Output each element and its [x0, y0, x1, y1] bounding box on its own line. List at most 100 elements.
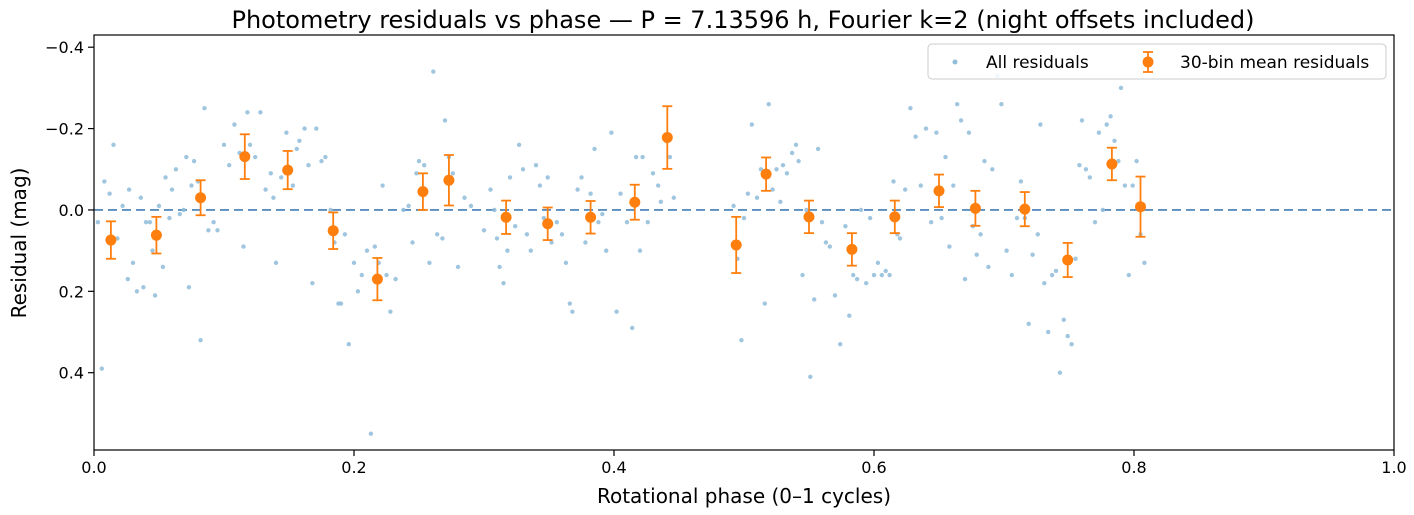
residual-point-7 — [125, 276, 130, 282]
residual-point-91 — [462, 195, 467, 200]
legend-label-all-residuals: All residuals — [986, 53, 1089, 73]
residual-point-123 — [604, 248, 609, 253]
residual-point-84 — [431, 69, 436, 74]
legend-label-bins: 30-bin mean residuals — [1180, 53, 1369, 73]
residual-point-43 — [258, 110, 263, 115]
bin-marker-1 — [150, 229, 162, 241]
residual-point-1 — [99, 366, 105, 371]
residual-point-101 — [513, 224, 518, 229]
residual-point-12 — [141, 285, 146, 290]
bin-marker-18 — [889, 211, 901, 223]
residual-point-124 — [609, 130, 614, 135]
y-axis: −0.4 −0.2 0.0 0.2 0.4 — [45, 38, 94, 383]
x-axis: 0.0 0.2 0.4 0.6 0.8 1.0 — [81, 450, 1407, 477]
bin-marker-3 — [239, 151, 251, 163]
residual-point-79 — [410, 240, 415, 245]
bin-marker-20 — [969, 202, 981, 214]
residual-point-65 — [346, 342, 351, 347]
y-tick-label-1: −0.2 — [45, 120, 84, 139]
residual-point-2 — [102, 179, 107, 184]
residual-point-75 — [388, 309, 393, 314]
residual-point-112 — [559, 232, 565, 237]
residual-point-119 — [588, 191, 593, 196]
residual-point-51 — [290, 183, 296, 188]
residual-point-215 — [1046, 329, 1051, 335]
residual-point-59 — [323, 154, 328, 160]
x-tick-label-5: 1.0 — [1381, 458, 1406, 477]
residual-point-192 — [951, 183, 956, 188]
residual-point-39 — [241, 244, 246, 249]
residual-point-92 — [468, 203, 474, 209]
residual-point-157 — [800, 272, 805, 278]
residual-point-48 — [279, 175, 284, 180]
legend-frame — [927, 43, 1387, 80]
residual-point-120 — [592, 146, 597, 152]
bin-marker-16 — [803, 211, 815, 223]
residual-point-228 — [1096, 130, 1102, 135]
plot-frame — [93, 34, 1395, 451]
residual-point-162 — [819, 219, 825, 225]
residual-point-36 — [227, 162, 232, 168]
bin-marker-15 — [760, 168, 772, 180]
residual-point-78 — [406, 203, 411, 209]
residual-point-219 — [1061, 317, 1067, 323]
residual-point-19 — [163, 175, 168, 180]
residual-point-195 — [962, 276, 968, 282]
bin-marker-21 — [1019, 203, 1031, 215]
residual-point-171 — [858, 207, 864, 213]
residual-point-128 — [630, 325, 635, 331]
residual-point-161 — [815, 146, 821, 152]
residual-point-193 — [955, 101, 960, 107]
residual-point-58 — [319, 158, 324, 164]
residual-point-98 — [501, 280, 506, 286]
bin-mean-3 — [239, 133, 251, 180]
residual-point-234 — [1118, 85, 1124, 91]
residual-point-216 — [1049, 272, 1055, 278]
residual-point-217 — [1053, 268, 1059, 274]
residual-point-69 — [364, 248, 370, 253]
residual-point-138 — [671, 195, 676, 200]
residual-point-235 — [1122, 183, 1128, 188]
residual-point-160 — [812, 297, 817, 302]
residual-point-191 — [947, 244, 952, 249]
residual-point-132 — [645, 219, 650, 225]
x-tick-label-1: 0.2 — [341, 458, 366, 477]
residual-point-135 — [658, 199, 663, 205]
residual-point-66 — [351, 260, 357, 266]
bin-mean-14 — [730, 215, 742, 274]
residual-point-93 — [481, 228, 487, 233]
residual-point-20 — [167, 215, 172, 221]
residual-point-104 — [524, 232, 530, 237]
residual-point-22 — [173, 167, 179, 172]
residual-point-23 — [177, 211, 182, 217]
residual-point-96 — [494, 236, 500, 241]
residual-point-198 — [974, 252, 979, 257]
bin-mean-24 — [1135, 175, 1146, 238]
bin-mean-12 — [629, 183, 641, 221]
residual-point-126 — [618, 191, 623, 196]
bin-mean-13 — [661, 105, 673, 170]
residual-point-159 — [808, 374, 813, 379]
residual-point-70 — [368, 431, 374, 436]
residual-point-83 — [427, 260, 432, 266]
bin-mean-18 — [889, 199, 901, 235]
bin-marker-14 — [730, 239, 742, 251]
residual-point-68 — [359, 272, 364, 278]
residual-point-229 — [1100, 207, 1106, 213]
residual-point-76 — [393, 276, 398, 282]
bin-mean-15 — [760, 156, 772, 192]
residual-point-28 — [191, 158, 197, 164]
residual-point-170 — [854, 276, 860, 282]
residual-point-116 — [575, 187, 580, 192]
residual-point-238 — [1134, 158, 1139, 164]
residual-point-165 — [832, 293, 838, 298]
residual-point-188 — [934, 130, 939, 135]
residual-point-81 — [416, 158, 422, 164]
residual-point-167 — [843, 224, 848, 229]
residual-point-150 — [774, 167, 779, 172]
residual-point-202 — [990, 167, 995, 172]
residual-point-232 — [1112, 138, 1117, 143]
residual-point-199 — [978, 232, 983, 237]
residual-point-230 — [1104, 122, 1109, 127]
